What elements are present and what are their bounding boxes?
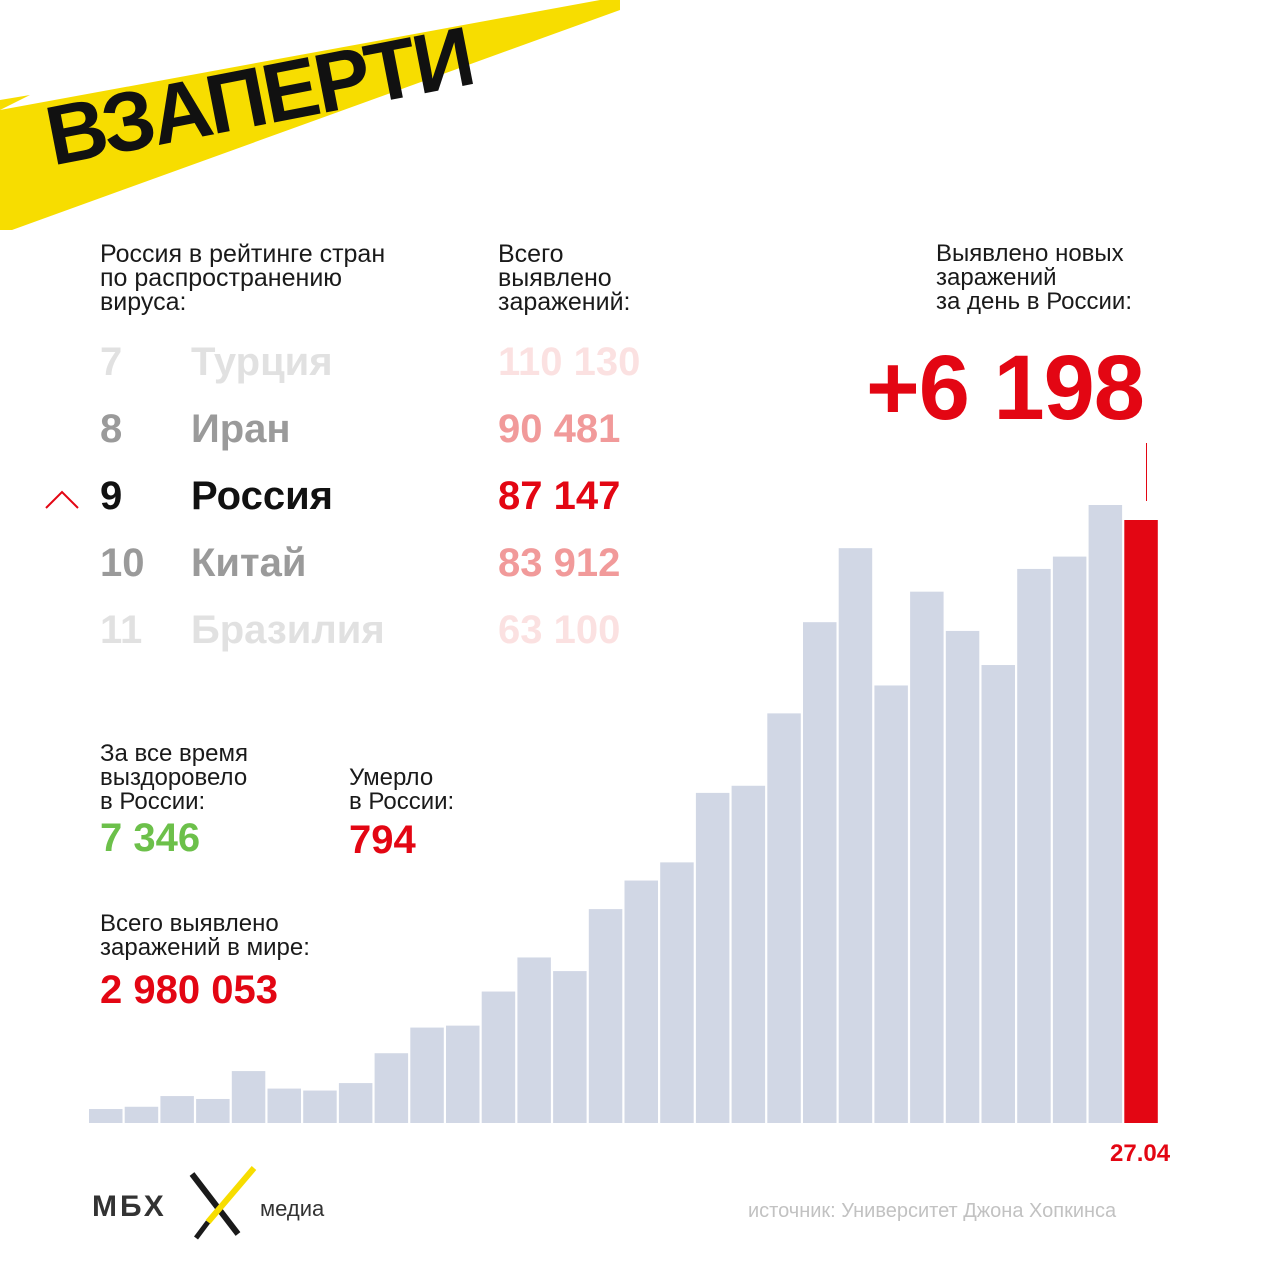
bar	[410, 1027, 444, 1123]
bar	[695, 792, 730, 1123]
total-header: Всего выявлено заражений:	[498, 240, 631, 316]
country-total: 83 912	[498, 541, 621, 585]
bar	[624, 880, 658, 1123]
bar	[981, 665, 1015, 1123]
callout-line	[1146, 443, 1147, 501]
ranking-row: 9 Россия 87 147	[0, 474, 700, 524]
country-total: 63 100	[498, 608, 621, 652]
banner-tape	[0, 0, 620, 230]
bar	[838, 548, 873, 1123]
bar	[945, 630, 980, 1123]
bar	[338, 1083, 373, 1123]
bar	[160, 1096, 194, 1123]
country-name: Бразилия	[191, 608, 385, 652]
bar	[1017, 568, 1051, 1123]
ranking-row: 10 Китай 83 912	[0, 541, 700, 591]
bar	[803, 622, 837, 1123]
chevron-up-icon	[45, 490, 79, 509]
country-name: Турция	[191, 340, 333, 384]
bar	[231, 1071, 266, 1123]
world-label: Всего выявлено заражений в мире:	[100, 910, 310, 961]
date-label: 27.04	[1110, 1140, 1171, 1167]
bar	[196, 1098, 230, 1123]
source-text: источник: Университет Джона Хопкинса	[748, 1200, 1117, 1222]
bar	[374, 1053, 409, 1123]
country-name: Китай	[191, 541, 307, 585]
died-label: Умерло в России:	[349, 764, 455, 815]
bar	[588, 909, 623, 1123]
bar	[874, 685, 908, 1123]
ranking-row: 11 Бразилия 63 100	[0, 608, 700, 658]
bar	[481, 991, 516, 1123]
bar	[124, 1106, 159, 1123]
recovered-value: 7 346	[100, 816, 201, 860]
bar	[767, 713, 801, 1123]
bar	[267, 1088, 301, 1123]
bar	[910, 591, 944, 1123]
rank-number: 9	[100, 474, 123, 518]
brand-x-logo-icon	[189, 1166, 257, 1240]
bar	[731, 785, 766, 1123]
bar	[89, 1109, 123, 1123]
rank-number: 8	[100, 407, 123, 451]
brand-sub-text: медиа	[260, 1196, 325, 1221]
bar	[660, 862, 694, 1123]
new-cases-value: +6 198	[866, 337, 1145, 439]
recovered-label: За все время выздоровело в России:	[100, 740, 248, 815]
ranking-row: 8 Иран 90 481	[0, 407, 700, 457]
new-cases-label: Выявлено новых заражений за день в Росси…	[936, 240, 1132, 315]
ranking-row: 7 Турция 110 130	[0, 340, 700, 390]
country-name: Россия	[191, 474, 334, 518]
country-name: Иран	[191, 407, 291, 451]
bar	[446, 1025, 480, 1123]
bar	[1088, 505, 1123, 1123]
bar	[553, 971, 587, 1123]
bar-highlight	[1124, 520, 1158, 1123]
country-total: 90 481	[498, 407, 621, 451]
rank-number: 11	[100, 608, 143, 652]
ranking-header: Россия в рейтинге стран по распространен…	[100, 240, 386, 316]
bar	[303, 1090, 337, 1123]
died-value: 794	[349, 818, 416, 862]
rank-number: 10	[100, 541, 145, 585]
country-total: 110 130	[498, 340, 641, 384]
brand-logo-text: МБХ	[92, 1190, 167, 1223]
bar	[517, 957, 551, 1123]
rank-number: 7	[100, 340, 123, 384]
country-total: 87 147	[498, 474, 621, 518]
world-value: 2 980 053	[100, 968, 278, 1012]
bar	[1052, 556, 1087, 1123]
